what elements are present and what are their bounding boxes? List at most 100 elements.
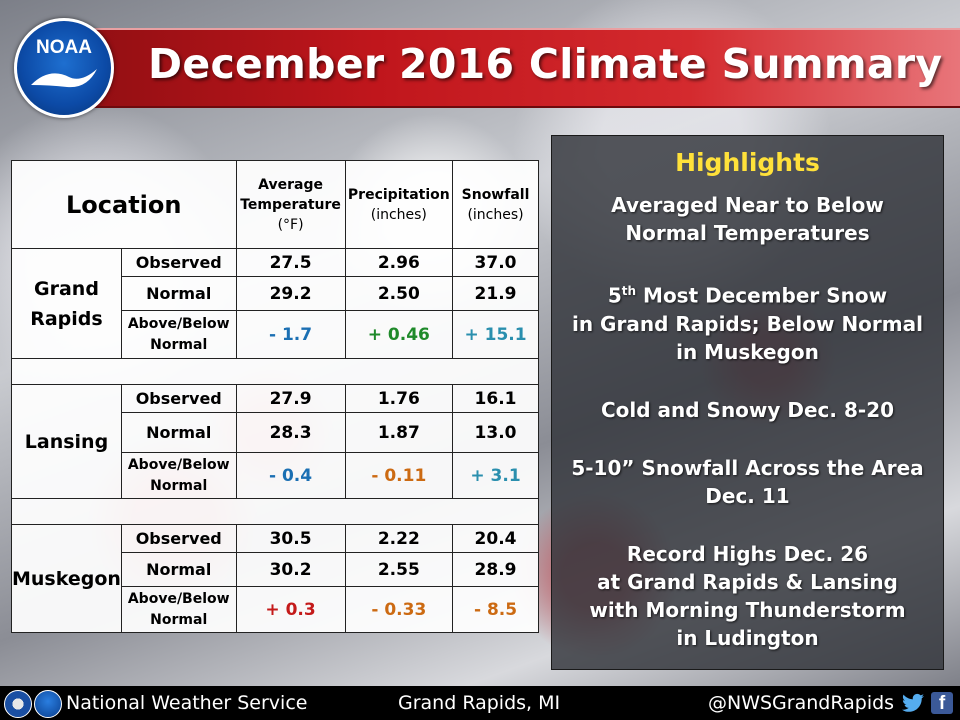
cell-value: 13.0	[452, 412, 539, 453]
highlights-title: Highlights	[675, 148, 820, 177]
location-lansing: Lansing	[11, 384, 122, 499]
row-label-above-below: Above/Below Normal	[120, 586, 237, 633]
highlight-rank-number: 5	[607, 283, 622, 308]
table-row: Above/Below Normal + 0.3 - 0.33 - 8.5	[12, 586, 539, 633]
highlight-line: Cold and Snowy Dec. 8-20	[600, 397, 895, 422]
row-label-normal: Normal	[120, 552, 237, 587]
row-label-above-below-line2: Normal	[150, 611, 208, 628]
table-row: Lansing Observed 27.9 1.76 16.1	[11, 384, 539, 499]
header-precip-unit: (inches)	[370, 206, 427, 223]
highlight-item-temperatures: Averaged Near to Below Normal Temperatur…	[562, 191, 933, 247]
highlight-line: 5th Most December Snow	[562, 277, 933, 310]
highlight-rank-text: Most December Snow	[636, 283, 888, 308]
page-title: December 2016 Climate Summary	[148, 40, 943, 88]
header-location: Location	[11, 160, 237, 249]
noaa-logo-icon	[34, 690, 62, 718]
header-avg-temp: Average Temperature (°F)	[235, 160, 346, 249]
table-spacer	[11, 358, 539, 385]
cell-value: 1.76	[344, 384, 454, 413]
highlight-line: in Muskegon	[676, 339, 819, 364]
cell-value: 2.55	[344, 552, 454, 587]
cell-value: 30.2	[235, 552, 346, 587]
climate-table: Location Average Temperature (°F) Precip…	[11, 160, 539, 633]
highlight-line: in Grand Rapids; Below Normal	[572, 311, 923, 336]
cell-value: 27.5	[235, 248, 346, 277]
highlight-line: with Morning Thunderstorm	[589, 597, 906, 622]
highlights-panel: Highlights Averaged Near to Below Normal…	[551, 135, 944, 670]
highlight-rank-suffix: th	[621, 284, 637, 298]
highlight-item-record-highs: Record Highs Dec. 26 at Grand Rapids & L…	[562, 540, 933, 652]
row-label-observed: Observed	[120, 524, 237, 553]
header-avg-temp-line2: Temperature	[240, 196, 341, 213]
nws-logo-icon	[4, 690, 32, 718]
twitter-icon[interactable]	[902, 693, 924, 713]
cell-value: 20.4	[452, 524, 539, 553]
highlight-line: at Grand Rapids & Lansing	[597, 569, 898, 594]
cell-value: 28.9	[452, 552, 539, 587]
location-name-line2: Rapids	[30, 307, 103, 330]
row-label-above-below: Above/Below Normal	[120, 310, 237, 359]
location-name-line1: Grand	[34, 277, 99, 300]
highlight-line: Averaged Near to Below	[611, 193, 884, 217]
cell-departure: + 3.1	[452, 452, 539, 499]
header-snow-unit: (inches)	[467, 206, 524, 223]
cell-value: 28.3	[235, 412, 346, 453]
row-label-above-below-line2: Normal	[150, 477, 208, 494]
table-header-row: Location Average Temperature (°F) Precip…	[11, 160, 539, 249]
highlight-line: 5-10” Snowfall Across the Area	[571, 455, 924, 480]
row-label-normal: Normal	[120, 412, 237, 453]
row-label-above-below-line2: Normal	[150, 336, 208, 353]
cell-departure: - 0.33	[344, 586, 454, 633]
cell-departure: - 0.11	[344, 452, 454, 499]
header-avg-temp-unit: (°F)	[277, 216, 304, 233]
cell-value: 2.50	[344, 276, 454, 311]
row-label-normal: Normal	[120, 276, 237, 311]
cell-value: 29.2	[235, 276, 346, 311]
footer-agency: National Weather Service	[66, 692, 308, 714]
row-label-observed: Observed	[120, 248, 237, 277]
cell-value: 1.87	[344, 412, 454, 453]
header-snow-label: Snowfall	[461, 186, 530, 203]
location-name-line1: Lansing	[24, 430, 109, 453]
cell-departure: + 15.1	[452, 310, 539, 359]
cell-departure: - 8.5	[452, 586, 539, 633]
footer-office: Grand Rapids, MI	[398, 692, 561, 714]
row-label-above-below: Above/Below Normal	[120, 452, 237, 499]
row-label-above-below-line1: Above/Below	[127, 590, 230, 607]
cell-value: 27.9	[235, 384, 346, 413]
highlight-item-snow-rank: 5th Most December Snow in Grand Rapids; …	[562, 277, 933, 366]
row-label-observed: Observed	[120, 384, 237, 413]
footer-bar: National Weather Service Grand Rapids, M…	[0, 686, 960, 720]
cell-departure: - 1.7	[235, 310, 346, 359]
table-spacer-row	[11, 498, 539, 525]
cell-value: 16.1	[452, 384, 539, 413]
table-row: Muskegon Observed 30.5 2.22 20.4	[11, 524, 539, 633]
cell-departure: - 0.4	[235, 452, 346, 499]
header-precip: Precipitation (inches)	[344, 160, 454, 249]
facebook-icon[interactable]: f	[931, 692, 953, 714]
table-row: Above/Below Normal - 1.7 + 0.46 + 15.1	[12, 310, 539, 359]
cell-value: 2.96	[344, 248, 454, 277]
table-row: Normal 29.2 2.50 21.9	[12, 276, 539, 311]
title-banner: December 2016 Climate Summary	[60, 28, 960, 108]
highlight-item-cold-snowy: Cold and Snowy Dec. 8-20	[562, 396, 933, 424]
cell-value: 30.5	[235, 524, 346, 553]
footer-social-handle[interactable]: @NWSGrandRapids	[708, 692, 895, 714]
table-spacer	[11, 498, 539, 525]
location-grand-rapids: Grand Rapids	[11, 248, 122, 359]
location-name-line1: Muskegon	[12, 567, 121, 590]
table-row: Normal 30.2 2.55 28.9	[12, 552, 539, 587]
table-spacer-row	[11, 358, 539, 385]
cell-value: 2.22	[344, 524, 454, 553]
highlight-line: Normal Temperatures	[625, 221, 870, 245]
location-muskegon: Muskegon	[11, 524, 122, 633]
noaa-bird-icon	[31, 69, 97, 88]
header-precip-label: Precipitation	[347, 186, 450, 203]
highlight-line: Record Highs Dec. 26	[626, 541, 869, 566]
cell-departure: + 0.3	[235, 586, 346, 633]
table-row: Grand Rapids Observed 27.5 2.96 37.0	[11, 248, 539, 359]
header-avg-temp-line1: Average	[258, 176, 323, 193]
noaa-logo-text: NOAA	[36, 37, 92, 58]
cell-value: 37.0	[452, 248, 539, 277]
highlight-line: in Ludington	[676, 625, 819, 650]
